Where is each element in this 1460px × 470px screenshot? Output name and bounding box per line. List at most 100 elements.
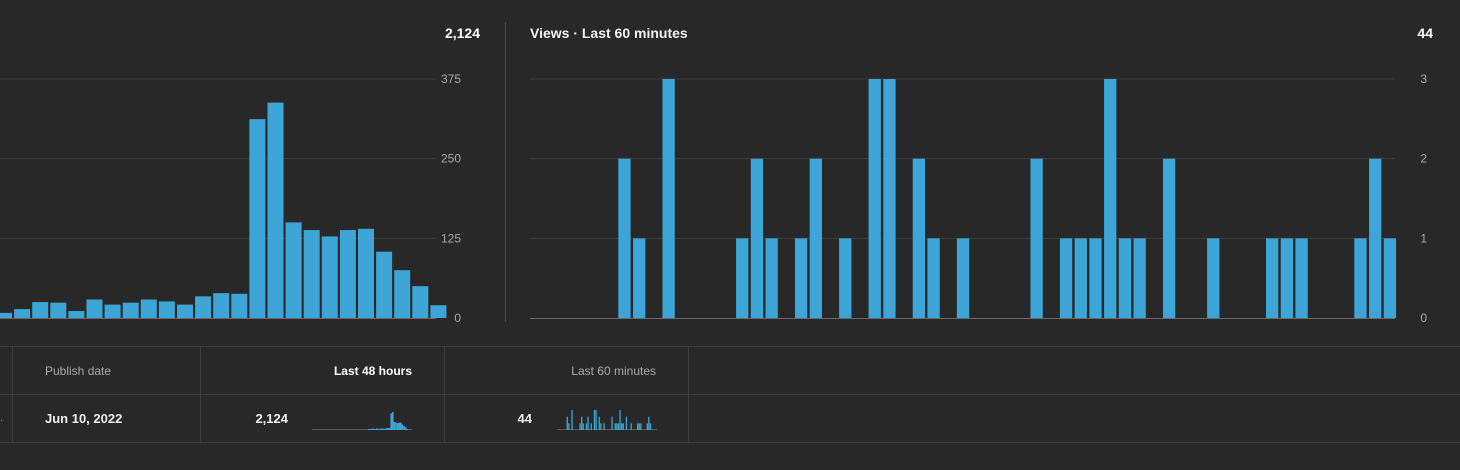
bar[interactable] <box>662 79 675 318</box>
bar[interactable] <box>868 79 881 318</box>
header-publish-date[interactable]: Publish date <box>45 364 112 378</box>
sparkline-bar <box>579 423 581 430</box>
sparkline-bar <box>625 416 628 430</box>
bar[interactable] <box>376 251 393 318</box>
bar[interactable] <box>1089 238 1102 318</box>
bar[interactable] <box>140 299 157 318</box>
bar[interactable] <box>213 293 230 318</box>
column-divider <box>444 346 445 442</box>
bar[interactable] <box>412 286 429 318</box>
bar[interactable] <box>765 238 778 318</box>
bar[interactable] <box>1162 158 1176 318</box>
row-edge-glyph: . <box>0 412 4 424</box>
y-tick-label: 0 <box>454 311 461 325</box>
bar[interactable] <box>358 228 374 318</box>
bar[interactable] <box>927 238 940 318</box>
bar[interactable] <box>883 79 896 318</box>
header-last-48-hours[interactable]: Last 48 hours <box>333 364 412 378</box>
bar[interactable] <box>1074 238 1087 318</box>
bar[interactable] <box>339 230 356 318</box>
column-divider <box>12 346 13 442</box>
bar[interactable] <box>104 304 121 318</box>
sparkline-bar <box>369 429 372 430</box>
column-divider <box>200 346 201 442</box>
sparkline-bar <box>393 422 396 430</box>
sparkline-bar <box>372 428 375 430</box>
sparkline-bar <box>622 423 624 430</box>
y-tick-label: 1 <box>1420 231 1427 245</box>
bar[interactable] <box>122 302 139 318</box>
panel-divider <box>505 22 506 322</box>
bar[interactable] <box>1059 238 1073 318</box>
sparkline-bar <box>396 423 399 430</box>
sparkline-bar <box>581 416 583 430</box>
sparkline-bar <box>566 416 568 430</box>
table-bottom-border <box>0 442 1460 443</box>
bar[interactable] <box>912 158 926 318</box>
sparkline-bar <box>630 423 632 430</box>
header-last-60-minutes[interactable]: Last 60 minutes <box>571 364 656 378</box>
bar[interactable] <box>1207 238 1220 318</box>
bar[interactable] <box>1133 238 1146 318</box>
bar[interactable] <box>158 301 175 318</box>
bar[interactable] <box>50 302 67 318</box>
bar[interactable] <box>956 238 970 318</box>
bar[interactable] <box>231 293 248 318</box>
sparkline-bar <box>384 428 386 430</box>
sparkline-bar <box>395 422 397 430</box>
sparkline-bar <box>614 423 616 430</box>
content-table: Publish date Last 48 hours Last 60 minut… <box>0 346 1460 443</box>
bar[interactable] <box>195 296 212 318</box>
bar[interactable] <box>1030 158 1043 318</box>
y-tick-label: 0 <box>1420 311 1427 325</box>
chart-60-minutes[interactable]: 0 1 2 3 <box>507 0 1460 330</box>
bar[interactable] <box>633 238 646 318</box>
sparkline-bar <box>398 422 400 430</box>
sparkline-48-hours <box>312 411 412 430</box>
bar[interactable] <box>1354 238 1367 318</box>
bar[interactable] <box>249 119 266 318</box>
bar[interactable] <box>1104 79 1117 318</box>
bar[interactable] <box>1118 238 1132 318</box>
bar[interactable] <box>839 238 852 318</box>
bar[interactable] <box>267 102 284 319</box>
bar[interactable] <box>1369 158 1382 318</box>
bar[interactable] <box>1266 238 1279 318</box>
sparkline-bar <box>598 416 600 430</box>
bar[interactable] <box>618 158 631 318</box>
bar[interactable] <box>68 310 85 318</box>
bar[interactable] <box>750 158 764 318</box>
bar[interactable] <box>1383 238 1397 318</box>
sparkline-bar <box>385 428 388 430</box>
bar[interactable] <box>1295 238 1308 318</box>
y-tick-label: 3 <box>1420 72 1427 86</box>
sparkline-bar <box>392 411 394 430</box>
sparkline-bar <box>568 423 570 430</box>
chart-48-hours[interactable]: 0 125 250 375 <box>0 0 505 330</box>
bar[interactable] <box>285 222 302 318</box>
bar[interactable] <box>321 236 338 318</box>
sparkline-bar <box>371 428 373 430</box>
sparkline-bar <box>640 423 642 430</box>
bar[interactable] <box>1280 238 1294 318</box>
bar[interactable] <box>430 305 447 318</box>
sparkline-bar <box>603 423 605 430</box>
sparkline-bar <box>619 410 621 430</box>
bar[interactable] <box>0 312 12 318</box>
bar[interactable] <box>303 230 320 318</box>
bar[interactable] <box>32 302 49 318</box>
total-48h: 2,124 <box>444 25 480 41</box>
sparkline-bar <box>400 422 402 430</box>
bar[interactable] <box>394 270 411 318</box>
sparkline-bar <box>649 423 652 430</box>
bar[interactable] <box>86 299 103 318</box>
bar[interactable] <box>177 304 193 318</box>
sparkline-bar <box>403 426 405 430</box>
bar[interactable] <box>14 309 31 318</box>
bar[interactable] <box>736 238 749 318</box>
chart-panel-60-minutes: Views · Last 60 minutes 44 0 1 2 3 <box>507 0 1460 330</box>
bar[interactable] <box>794 238 808 318</box>
bar[interactable] <box>809 158 822 318</box>
views-48h-cell: 2,124 <box>255 411 288 426</box>
